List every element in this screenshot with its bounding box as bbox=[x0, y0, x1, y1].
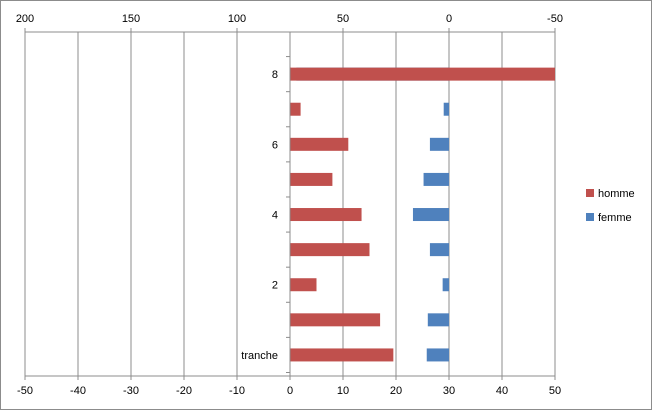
bar-femme-5 bbox=[423, 172, 449, 186]
top-tick-label-0: 200 bbox=[16, 13, 34, 25]
bar-homme-1 bbox=[290, 313, 381, 327]
bar-homme-8 bbox=[290, 67, 555, 81]
bottom-tick-label-8: 30 bbox=[443, 385, 455, 397]
top-tick-label-2: 100 bbox=[228, 13, 246, 25]
y-tick-label-2: 2 bbox=[272, 280, 278, 292]
bar-femme-6 bbox=[429, 137, 449, 151]
bar-femme-tranche bbox=[426, 348, 449, 362]
bottom-tick-label-3: -20 bbox=[176, 385, 192, 397]
bar-femme-4 bbox=[412, 208, 449, 222]
y-tick-label-6: 6 bbox=[272, 139, 278, 151]
bar-homme-4 bbox=[290, 208, 362, 222]
legend: homme femme bbox=[586, 188, 635, 224]
bar-femme-3 bbox=[429, 243, 449, 257]
top-tick-label-5: -50 bbox=[547, 13, 563, 25]
legend-swatch-femme bbox=[586, 213, 594, 221]
bottom-tick-label-6: 10 bbox=[337, 385, 349, 397]
top-axis-tick-labels: 200 150 100 50 0 -50 bbox=[16, 13, 563, 25]
top-tick-label-4: 0 bbox=[446, 13, 452, 25]
bottom-tick-label-2: -30 bbox=[123, 385, 139, 397]
y-axis-tick-labels: tranche 2 4 6 8 bbox=[241, 69, 278, 362]
bottom-tick-label-1: -40 bbox=[70, 385, 86, 397]
y-tick-label-4: 4 bbox=[272, 210, 278, 222]
bottom-axis-tick-labels: -50 -40 -30 -20 -10 0 10 20 30 40 50 bbox=[17, 385, 561, 397]
bar-homme-tranche bbox=[290, 348, 394, 362]
legend-label-homme: homme bbox=[598, 188, 635, 200]
bar-homme-5 bbox=[290, 172, 333, 186]
bar-homme-6 bbox=[290, 137, 349, 151]
axes bbox=[24, 28, 556, 380]
bottom-tick-label-5: 0 bbox=[287, 385, 293, 397]
y-tick-label-0: tranche bbox=[241, 350, 278, 362]
top-tick-label-1: 150 bbox=[122, 13, 140, 25]
y-tick-label-8: 8 bbox=[272, 69, 278, 81]
bottom-tick-label-4: -10 bbox=[229, 385, 245, 397]
bar-homme-3 bbox=[290, 243, 370, 257]
bar-femme-7 bbox=[443, 102, 449, 116]
bar-homme-2 bbox=[290, 278, 317, 292]
bottom-tick-label-7: 20 bbox=[390, 385, 402, 397]
series-homme-bars bbox=[290, 67, 555, 362]
bottom-tick-label-10: 50 bbox=[549, 385, 561, 397]
legend-swatch-homme bbox=[586, 189, 594, 197]
bar-homme-7 bbox=[290, 102, 301, 116]
legend-label-femme: femme bbox=[598, 212, 632, 224]
bar-femme-1 bbox=[427, 313, 449, 327]
bottom-tick-label-9: 40 bbox=[496, 385, 508, 397]
bottom-tick-label-0: -50 bbox=[17, 385, 33, 397]
bar-femme-2 bbox=[442, 278, 449, 292]
top-tick-label-3: 50 bbox=[337, 13, 349, 25]
